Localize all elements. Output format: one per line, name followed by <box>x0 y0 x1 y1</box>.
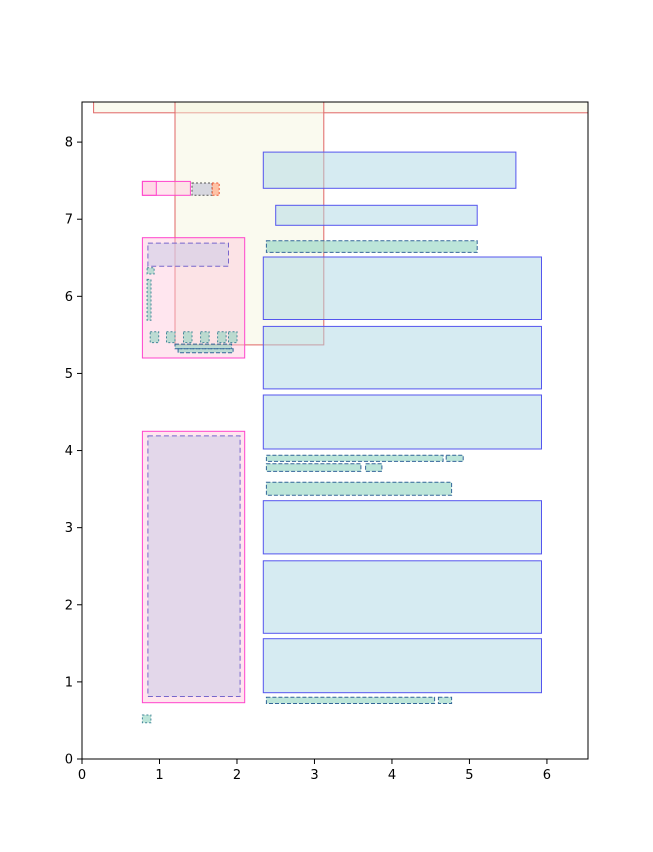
box-text-8 <box>265 454 444 462</box>
box-image-23 <box>147 242 229 267</box>
y-tick-label: 4 <box>65 444 73 459</box>
box-icon-28 <box>183 331 193 344</box>
boxes-layer <box>93 101 589 724</box>
box-icon-31 <box>228 331 238 344</box>
x-tick-label: 4 <box>388 768 396 783</box>
box-icon-30 <box>217 331 227 344</box>
box-text-32 <box>174 343 233 350</box>
box-icon-29 <box>200 331 210 344</box>
box-text-4 <box>265 240 478 253</box>
box-block-15 <box>262 638 542 694</box>
box-text-12 <box>265 481 453 496</box>
y-tick-label: 3 <box>65 521 73 536</box>
box-text-11 <box>365 463 383 472</box>
box-icon-27 <box>166 331 176 344</box>
box-block-2 <box>262 151 517 189</box>
box-text-16 <box>265 696 436 704</box>
y-tick-label: 6 <box>65 290 73 305</box>
box-block-7 <box>262 394 542 450</box>
y-tick-label: 1 <box>65 675 73 690</box>
box-text-33 <box>177 348 234 354</box>
y-tick-label: 0 <box>65 753 73 768</box>
box-text-17 <box>437 696 453 704</box>
x-axis: 0 1 2 3 4 5 6 <box>78 759 551 783</box>
box-accent-21 <box>211 182 220 196</box>
box-block-14 <box>262 560 542 634</box>
x-tick-label: 6 <box>543 768 551 783</box>
y-tick-label: 7 <box>65 213 73 228</box>
box-panel-19 <box>141 180 157 196</box>
box-block-5 <box>262 256 542 320</box>
box-greybox-20 <box>191 182 213 196</box>
y-tick-label: 5 <box>65 367 73 382</box>
x-tick-label: 2 <box>233 768 241 783</box>
box-icon-26 <box>149 331 160 344</box>
box-block-3 <box>275 204 478 226</box>
plot-frame <box>81 101 589 760</box>
box-icon-25 <box>146 278 152 321</box>
box-icon-36 <box>141 714 152 724</box>
box-header-0 <box>93 101 589 114</box>
x-tick-label: 1 <box>155 768 163 783</box>
y-tick-label: 2 <box>65 598 73 613</box>
box-block-6 <box>262 325 542 390</box>
box-icon-24 <box>146 267 155 275</box>
box-image-35 <box>147 435 241 697</box>
x-tick-label: 0 <box>78 768 86 783</box>
box-text-9 <box>445 454 464 462</box>
y-tick-label: 8 <box>65 136 73 151</box>
x-tick-label: 3 <box>310 768 318 783</box>
box-block-13 <box>262 500 542 555</box>
x-tick-label: 5 <box>465 768 473 783</box>
box-text-10 <box>265 463 362 472</box>
y-axis: 0 1 2 3 4 5 6 7 8 <box>65 136 82 768</box>
